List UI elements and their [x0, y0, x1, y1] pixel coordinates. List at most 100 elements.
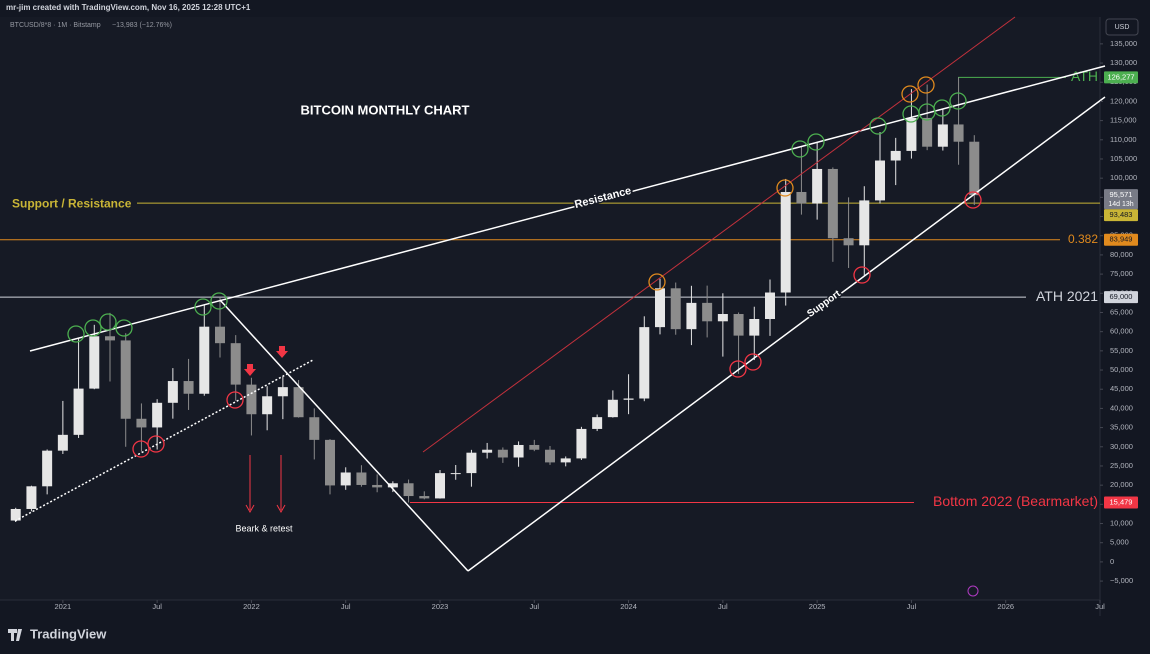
x-tick-label: 2026 [997, 602, 1014, 611]
candle-body [670, 288, 681, 330]
level-label: Support / Resistance [12, 196, 132, 210]
candle-body [372, 484, 383, 488]
candle-body [277, 387, 288, 397]
level-label: 0.382 [1068, 232, 1098, 246]
candle-body [969, 141, 980, 196]
price-tag-label: 83,949 [1110, 235, 1133, 244]
candle-body [702, 302, 713, 322]
candle-body [340, 472, 351, 486]
price-tag [1104, 71, 1138, 84]
y-tick-label: 135,000 [1110, 39, 1137, 48]
resistance-line [29, 65, 1106, 352]
circles-red [132, 191, 982, 458]
price-tag [1104, 233, 1138, 246]
candle-body [686, 302, 697, 330]
candle-body [827, 168, 838, 239]
candle-body [10, 508, 21, 521]
x-tick-label: Jul [1095, 602, 1105, 611]
candle-body [435, 473, 445, 499]
header: mr-jim created with TradingView.com, Nov… [6, 3, 251, 12]
y-tick-label: 120,000 [1110, 96, 1137, 105]
price-tag-label: 93,483 [1110, 210, 1133, 219]
circles-orange [648, 76, 935, 291]
candle-body [749, 318, 760, 336]
arrow-icon [244, 364, 256, 376]
price-tags: 126,277 93,483 83,949 69,000 15,479 95,571 14d… [1104, 71, 1138, 509]
y-tick-label: 60,000 [1110, 327, 1133, 336]
candle-body [812, 168, 823, 204]
last-price-label: 95,571 [1110, 190, 1133, 199]
x-tick-label: Jul [152, 602, 162, 611]
y-tick-label: 130,000 [1110, 58, 1137, 67]
candle-body [57, 434, 68, 451]
y-tick-label: 110,000 [1110, 135, 1137, 144]
currency: USD [1115, 24, 1130, 31]
candle-body [419, 496, 430, 499]
symbol: BTCUSD/8*8 · 1M · Bitstamp [10, 22, 101, 29]
candle-body [560, 458, 571, 463]
candle-body [73, 388, 84, 435]
y-tick-label: 5,000 [1110, 538, 1129, 547]
x-tick-label: 2021 [55, 602, 72, 611]
candle-body [325, 439, 335, 486]
arrow-head [276, 504, 286, 514]
y-tick-label: 100,000 [1110, 173, 1137, 182]
candle-body [906, 117, 917, 151]
bear-label: Beark & retest [235, 523, 293, 533]
arrow-head [245, 504, 255, 514]
candle-body [623, 398, 634, 400]
candle-body [953, 124, 964, 142]
y-tick-label: 105,000 [1110, 154, 1137, 163]
candles [10, 77, 980, 522]
price-tag [1104, 496, 1138, 509]
y-tick-label: 25,000 [1110, 461, 1133, 470]
support-line [467, 96, 1106, 572]
x-tick-label: Jul [718, 602, 728, 611]
candle-body [26, 486, 37, 509]
y-tick-label: 0 [1110, 557, 1114, 566]
candle-body [843, 238, 854, 246]
candle-body [922, 117, 933, 147]
candle-body [796, 191, 807, 204]
y-tick-label: 115,000 [1110, 116, 1137, 125]
currency-box [1105, 18, 1139, 36]
x-tick-label: Jul [341, 602, 351, 611]
candle-body [136, 418, 147, 428]
y-tick-label: 10,000 [1110, 519, 1133, 528]
candle-body [199, 326, 210, 394]
candle-body [309, 417, 320, 440]
drawings [14, 16, 1106, 597]
candle-body [293, 387, 304, 418]
circles-green [67, 92, 967, 343]
candle-body [639, 327, 650, 399]
candle-body [482, 449, 493, 453]
arrow-icon [276, 346, 288, 358]
candle-body [105, 336, 115, 341]
candle-body [875, 160, 885, 201]
candle-body [262, 396, 273, 415]
x-tick-label: Jul [529, 602, 539, 611]
bear-line [219, 299, 469, 572]
candle-body [890, 150, 901, 161]
y-tick-label: −5,000 [1110, 576, 1133, 585]
y-tick-label: 35,000 [1110, 423, 1133, 432]
candle-body [765, 292, 775, 319]
candle-body [607, 399, 618, 418]
levels: ATH Support / Resistance 0.382 ATH 2021 Bott… [0, 68, 1100, 509]
candle-body [89, 336, 100, 389]
candle-body [733, 314, 744, 336]
candle-body [183, 381, 194, 394]
x-tick-label: Jul [907, 602, 917, 611]
y-tick-label: 20,000 [1110, 480, 1133, 489]
event-icon [967, 585, 979, 597]
candle-body [937, 124, 948, 147]
y-tick-label: 80,000 [1110, 250, 1133, 259]
price-tag-label: 69,000 [1110, 292, 1133, 301]
candle-body [230, 343, 241, 385]
candle-body [120, 340, 131, 419]
x-tick-label: 2024 [620, 602, 637, 611]
y-tick-label: 50,000 [1110, 365, 1133, 374]
candle-body [545, 449, 555, 463]
candle-body [859, 200, 870, 246]
